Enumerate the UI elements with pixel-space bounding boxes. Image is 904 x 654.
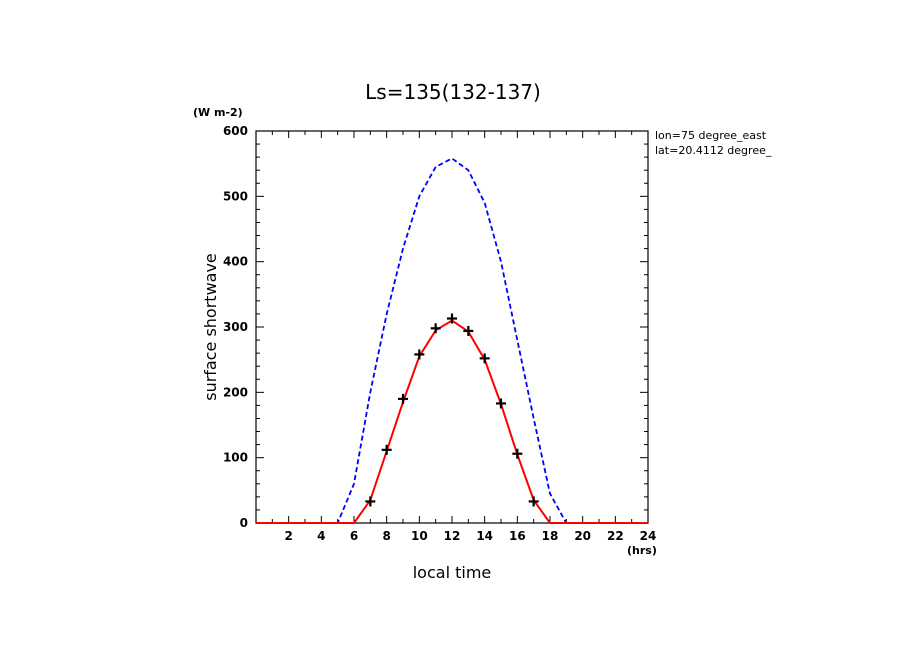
- series-marker: [512, 448, 523, 459]
- plot-frame: [255, 130, 649, 524]
- x-tick-label: 2: [284, 529, 292, 543]
- y-tick-label: 0: [240, 516, 248, 530]
- x-tick-label: 16: [509, 529, 526, 543]
- series-marker: [496, 398, 506, 409]
- y-tick-label: 500: [223, 189, 248, 203]
- series-marker: [463, 325, 474, 336]
- series-marker: [414, 349, 425, 360]
- y-unit-label: (W m-2): [193, 106, 243, 119]
- y-tick-label: 100: [223, 451, 248, 465]
- x-tick-label: 14: [476, 529, 493, 543]
- y-tick-label: 200: [223, 385, 248, 399]
- series-marker: [479, 353, 490, 364]
- series-marker: [365, 496, 376, 507]
- series-marker: [430, 323, 441, 334]
- chart-title: Ls=135(132-137): [365, 80, 541, 104]
- x-tick-label: 12: [444, 529, 461, 543]
- x-tick-label: 24: [640, 529, 657, 543]
- series-line-solid: [256, 319, 648, 524]
- y-tick-label: 600: [223, 124, 248, 138]
- series-marker: [381, 444, 392, 455]
- y-tick-label: 400: [223, 255, 248, 269]
- x-tick-label: 4: [317, 529, 325, 543]
- annotation-lon: lon=75 degree_east: [655, 129, 767, 142]
- x-tick-label: 22: [607, 529, 624, 543]
- x-tick-label: 10: [411, 529, 428, 543]
- series-marker: [528, 496, 539, 507]
- x-tick-label: 18: [542, 529, 559, 543]
- x-tick-label: 6: [350, 529, 358, 543]
- y-axis-title: surface shortwave: [201, 253, 220, 401]
- x-tick-label: 20: [574, 529, 591, 543]
- series-marker: [447, 313, 457, 324]
- x-unit-label: (hrs): [627, 544, 657, 557]
- x-tick-label: 8: [382, 529, 390, 543]
- y-tick-label: 300: [223, 320, 248, 334]
- series-marker: [398, 393, 408, 404]
- plot-series: [256, 157, 648, 524]
- x-axis-title: local time: [413, 563, 492, 582]
- annotation-lat: lat=20.4112 degree_: [655, 144, 772, 157]
- series-line-dashed: [256, 157, 648, 524]
